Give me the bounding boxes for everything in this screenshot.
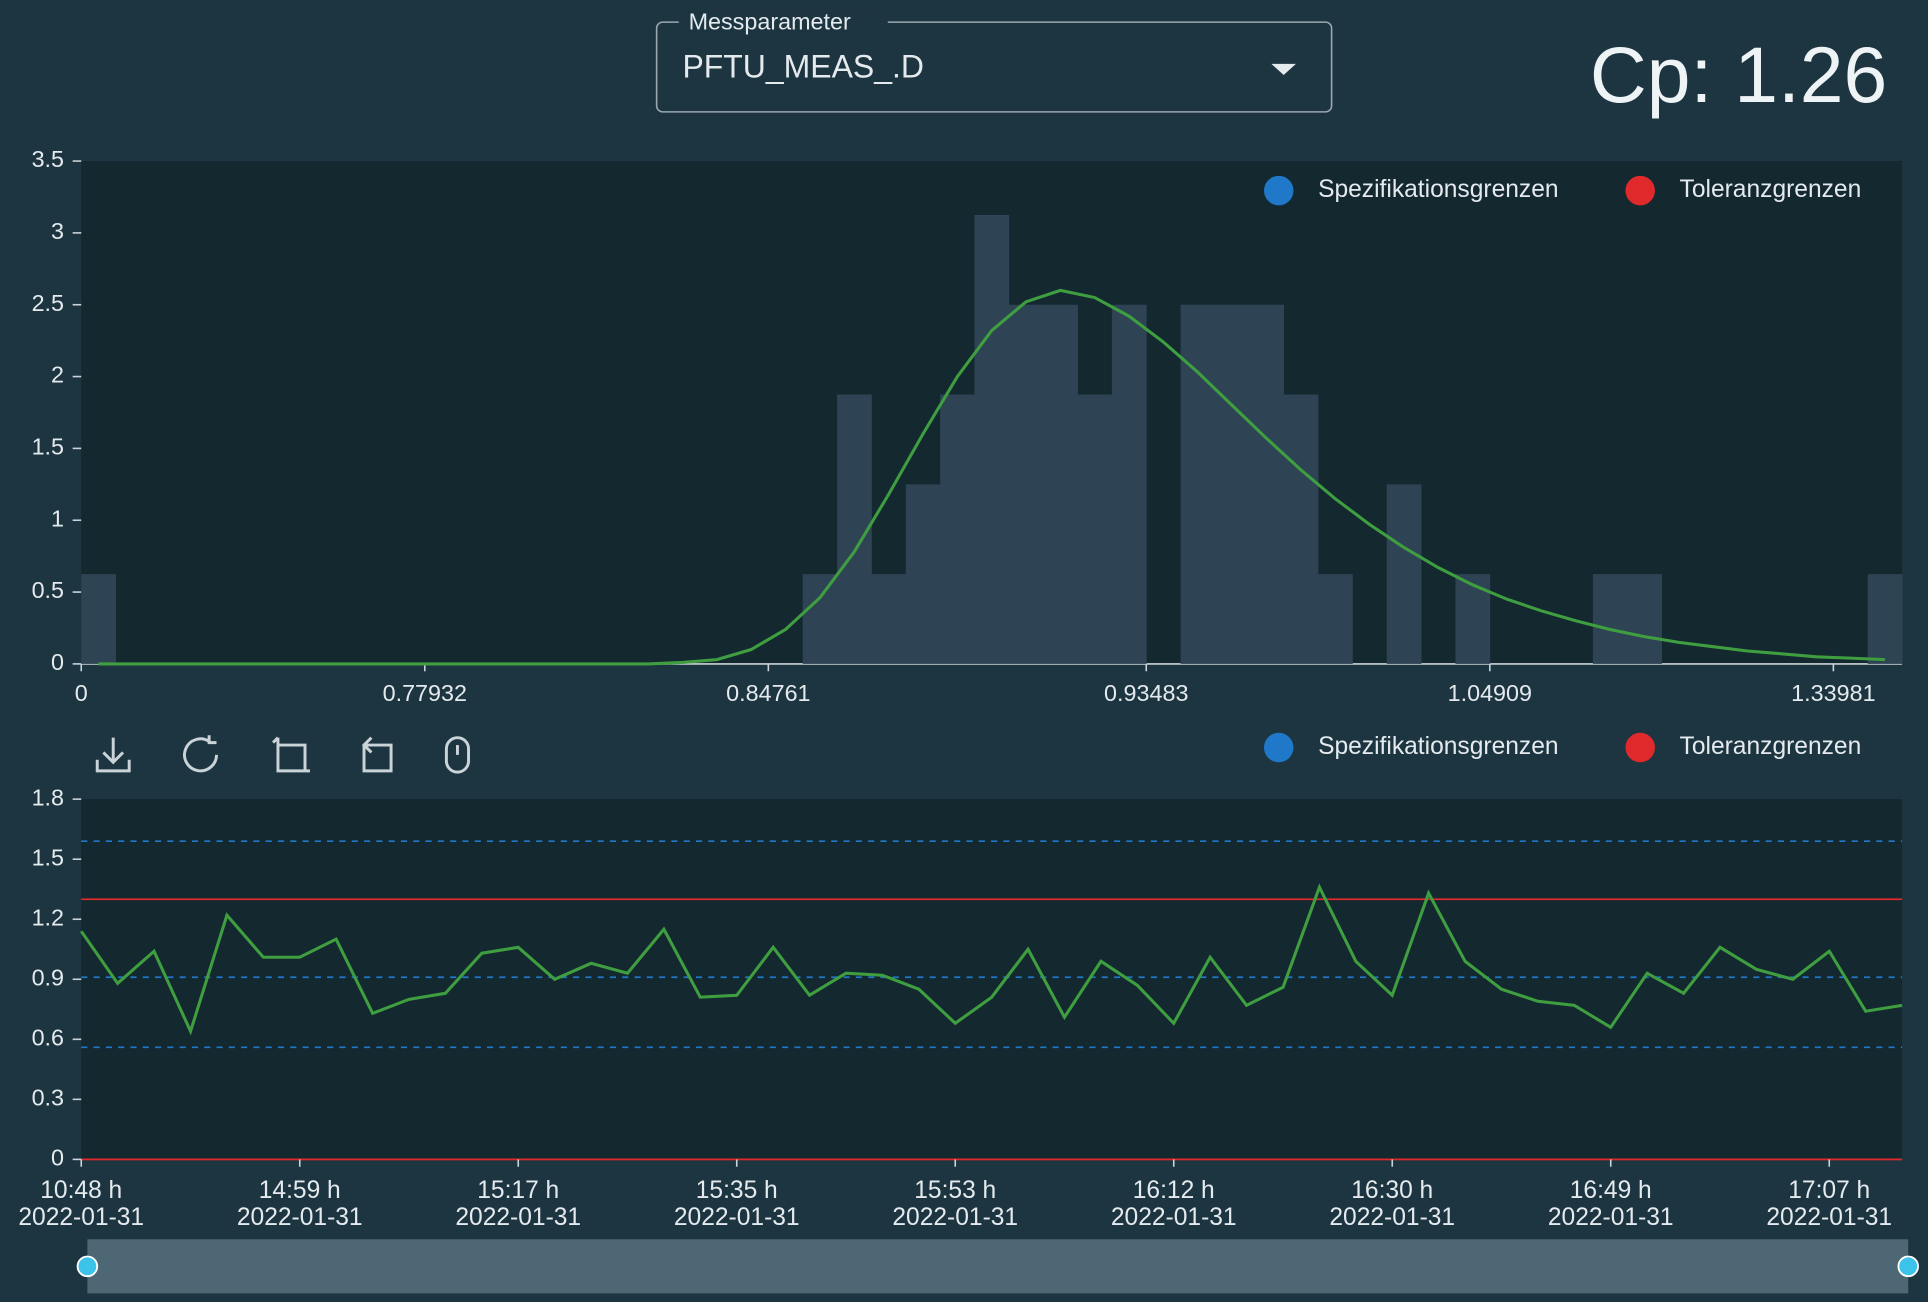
legend-marker [1263, 732, 1294, 763]
x-tick-label: 1.04909 [1448, 680, 1532, 706]
histogram-bar [1008, 304, 1044, 664]
histogram-bar [1867, 574, 1903, 664]
x-tick-time: 15:35 h [696, 1177, 778, 1204]
histogram-bar [1592, 574, 1628, 664]
x-tick-date: 2022-01-31 [237, 1204, 363, 1231]
plot-area [81, 799, 1903, 1160]
zoom-slider[interactable] [76, 1239, 1919, 1294]
histogram-bar [1455, 574, 1491, 664]
y-tick-label: 0.9 [32, 964, 64, 990]
x-tick-label: 0.77932 [383, 680, 467, 706]
histogram-bar [905, 484, 941, 664]
x-tick-date: 2022-01-31 [18, 1204, 144, 1231]
parameter-select[interactable]: Messparameter PFTU_MEAS_.D [655, 9, 1333, 113]
y-tick-label: 1.8 [32, 784, 64, 810]
histogram-bar [1077, 394, 1113, 664]
chart: 0 0.5 1 1.5 2 2.5 3 3.5 Spezifikationsgrenzen Tol… [32, 146, 1903, 706]
histogram-bar [81, 574, 116, 664]
x-tick-label: 0.93483 [1104, 680, 1188, 706]
slider-handle[interactable] [76, 1255, 99, 1278]
y-tick-label: 0 [51, 1145, 64, 1171]
x-tick-time: 16:49 h [1570, 1177, 1652, 1204]
y-tick-label: 0.6 [32, 1024, 64, 1050]
cp-label: Cp: [1590, 31, 1712, 119]
select-box[interactable] [655, 21, 1333, 113]
histogram-bar [1249, 304, 1285, 664]
y-tick-label: 1.5 [32, 434, 64, 460]
y-tick-label: 0 [51, 649, 64, 675]
histogram-bar [940, 394, 975, 664]
x-tick-date: 2022-01-31 [1111, 1204, 1237, 1231]
slider-track[interactable] [87, 1239, 1909, 1294]
label-gap [678, 12, 888, 32]
x-tick-time: 16:30 h [1351, 1177, 1433, 1204]
x-tick-date: 2022-01-31 [1548, 1204, 1674, 1231]
legend-marker [1263, 175, 1294, 206]
x-tick-time: 14:59 h [259, 1177, 341, 1204]
legend-label: Toleranzgrenzen [1680, 176, 1862, 203]
histogram-bar [974, 214, 1010, 664]
x-tick-date: 2022-01-31 [674, 1204, 800, 1231]
histogram-bar [802, 574, 838, 664]
x-tick-label: 0 [75, 680, 88, 706]
y-tick-label: 2 [51, 362, 64, 388]
y-tick-label: 1.2 [32, 904, 64, 930]
cp-number: 1.26 [1734, 31, 1887, 119]
y-tick-label: 3 [51, 218, 64, 244]
y-tick-label: 2.5 [32, 290, 64, 316]
x-tick-date: 2022-01-31 [892, 1204, 1018, 1231]
y-tick-label: 0.5 [32, 577, 64, 603]
density-curve [98, 288, 1885, 666]
measurement-line [79, 883, 1903, 1036]
histogram-bar [1386, 484, 1422, 664]
x-tick-date: 2022-01-31 [455, 1204, 581, 1231]
y-tick-label: 3.5 [32, 146, 64, 172]
select-label: Messparameter [689, 9, 851, 35]
refresh-icon[interactable] [183, 735, 218, 773]
x-tick-date: 2022-01-31 [1766, 1204, 1892, 1231]
legend-marker [1625, 732, 1655, 763]
histogram-bar [1318, 574, 1353, 664]
chart: 0 0.3 0.6 0.9 1.2 1.5 1.8 Spezifikationsgrenzen… [18, 732, 1903, 1231]
x-tick-time: 17:07 h [1788, 1177, 1870, 1204]
histogram-bar [1214, 304, 1250, 664]
toolbar [95, 735, 471, 774]
slider-handle[interactable] [1897, 1255, 1919, 1278]
y-tick-label: 1 [51, 505, 64, 531]
mouse-icon[interactable] [444, 736, 471, 774]
histogram-bar [1283, 394, 1319, 664]
histogram-bar [1111, 304, 1147, 664]
cp-value: Cp: 1.26 [1590, 31, 1887, 119]
zoom-reset-icon[interactable] [361, 736, 393, 773]
select-value[interactable]: PFTU_MEAS_.D [682, 48, 923, 84]
y-tick-label: 1.5 [32, 844, 64, 870]
legend-label: Spezifikationsgrenzen [1318, 176, 1558, 203]
download-icon[interactable] [95, 737, 131, 773]
x-tick-time: 15:53 h [914, 1177, 996, 1204]
legend-label: Toleranzgrenzen [1680, 733, 1862, 760]
histogram-bar [871, 574, 907, 664]
dropdown-arrow[interactable] [1271, 63, 1296, 75]
histogram-bar [1043, 304, 1078, 664]
histogram-bar [1180, 304, 1216, 664]
x-tick-label: 1.33981 [1791, 680, 1875, 706]
histogram-bar [1627, 574, 1662, 664]
legend-marker [1625, 175, 1655, 206]
legend-label: Spezifikationsgrenzen [1318, 733, 1558, 760]
y-tick-label: 0.3 [32, 1085, 64, 1111]
x-tick-time: 16:12 h [1133, 1177, 1215, 1204]
x-tick-time: 15:17 h [477, 1177, 559, 1204]
x-tick-label: 0.84761 [726, 680, 810, 706]
zoom-icon[interactable] [271, 736, 310, 773]
x-tick-date: 2022-01-31 [1329, 1204, 1455, 1231]
x-tick-time: 10:48 h [40, 1177, 122, 1204]
